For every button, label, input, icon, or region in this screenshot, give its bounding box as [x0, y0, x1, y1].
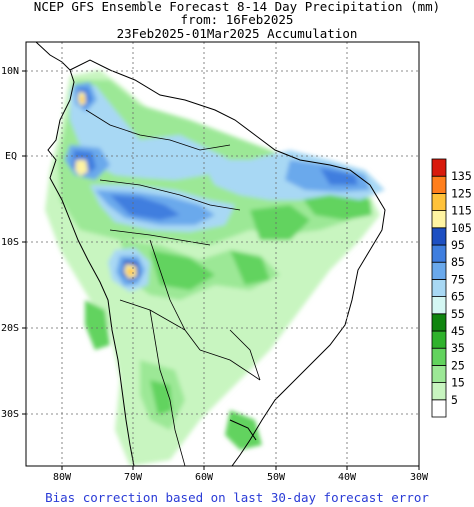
- lon-label-50w: 50W: [267, 472, 286, 483]
- legend-level-label: 135: [451, 169, 472, 183]
- lon-label-80w: 80W: [53, 472, 72, 483]
- lon-label-70w: 70W: [124, 472, 143, 483]
- legend-swatch: [431, 278, 447, 297]
- map-title-line-1: NCEP GFS Ensemble Forecast 8-14 Day Prec…: [33, 0, 441, 14]
- legend-swatch: [431, 330, 447, 349]
- bias-correction-note: Bias correction based on last 30-day for…: [45, 490, 429, 505]
- legend-swatch: [431, 382, 447, 401]
- lat-label-20s: 20S: [1, 323, 19, 334]
- lat-label-30s: 30S: [1, 409, 19, 420]
- legend-swatch: [431, 347, 447, 366]
- legend-level-label: 85: [451, 255, 465, 269]
- legend-swatch: [431, 192, 447, 211]
- lat-label-10n: 10N: [1, 66, 19, 77]
- map-frame: [25, 41, 420, 467]
- legend-level-label: 75: [451, 272, 465, 286]
- legend-swatch: [431, 399, 447, 418]
- graticule: [26, 42, 419, 466]
- legend-level-label: 65: [451, 290, 465, 304]
- legend-level-label: 115: [451, 204, 472, 218]
- legend-level-label: 35: [451, 341, 465, 355]
- legend-level-label: 45: [451, 324, 465, 338]
- precip-field: [45, 70, 385, 466]
- legend-swatch: [431, 210, 447, 229]
- legend-level-label: 125: [451, 186, 472, 200]
- legend-swatch: [431, 296, 447, 315]
- color-legend: 5 15 25 35 45 55 65 75 85 95 105 115 125 135: [431, 158, 472, 418]
- legend-level-label: 25: [451, 358, 465, 372]
- legend-level-label: 15: [451, 376, 465, 390]
- map-title-line-2: from: 16Feb2025: [180, 12, 294, 27]
- coastlines: [35, 42, 386, 466]
- legend-swatch: [431, 227, 447, 246]
- lon-label-30w: 30W: [410, 472, 429, 483]
- map-title-line-3: 23Feb2025-01Mar2025 Accumulation: [116, 26, 358, 41]
- lat-label-eq: EQ: [5, 151, 17, 162]
- legend-level-label: 105: [451, 221, 472, 235]
- country-borders: [85, 109, 261, 466]
- legend-swatch: [431, 313, 447, 332]
- map-plot-area: [26, 42, 419, 466]
- lon-label-60w: 60W: [195, 472, 214, 483]
- legend-level-label: 95: [451, 238, 465, 252]
- legend-swatch: [431, 364, 447, 383]
- legend-swatch: [431, 175, 447, 194]
- legend-swatch: [431, 158, 447, 177]
- legend-swatch: [431, 244, 447, 263]
- legend-swatch: [431, 261, 447, 280]
- axis-ticks: [22, 70, 420, 470]
- lon-label-40w: 40W: [338, 472, 357, 483]
- lat-label-10s: 10S: [1, 237, 19, 248]
- legend-level-label: 55: [451, 307, 465, 321]
- legend-level-label: 5: [451, 393, 458, 407]
